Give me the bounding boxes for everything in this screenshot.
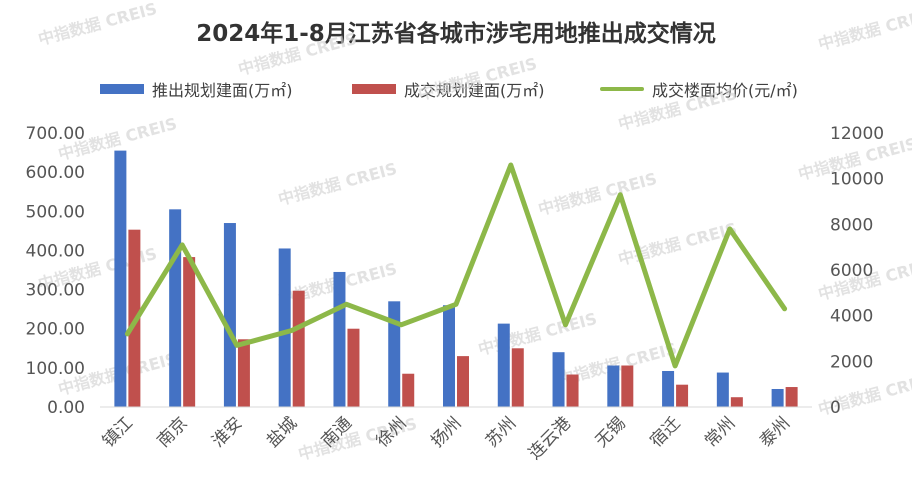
bar-sold (402, 373, 415, 407)
bar-sold (347, 328, 360, 407)
bar-sold (566, 374, 579, 407)
y-left-tick-label: 300.00 (26, 281, 85, 301)
x-tick-label: 镇江 (99, 413, 137, 451)
watermark-text: 中指数据 CREIS (416, 54, 539, 104)
watermark-text: 中指数据 CREIS (536, 169, 659, 219)
watermark-text: 中指数据 CREIS (236, 29, 359, 79)
bar-sold (511, 348, 524, 407)
legend-item-price: 成交楼面均价(元/㎡) (600, 78, 798, 100)
legend-item-sold: 成交规划建面(万㎡) (352, 78, 545, 100)
legend-item-planned: 推出规划建面(万㎡) (100, 78, 293, 100)
legend-swatch-planned (100, 84, 144, 94)
x-tick-label: 淮安 (208, 413, 246, 451)
legend-label-price: 成交楼面均价(元/㎡) (652, 81, 798, 100)
bar-planned (443, 305, 455, 407)
y-axis-right: 0 2000 4000 6000 8000 10000 12000 (830, 124, 884, 418)
bar-planned (771, 388, 784, 407)
bar-planned (388, 301, 401, 407)
chart-title: 2024年1-8月江苏省各城市涉宅用地推出成交情况 (196, 21, 716, 47)
bar-sold (457, 356, 469, 407)
x-tick-label: 宿迁 (646, 413, 684, 451)
y-right-tick-label: 0 (830, 398, 841, 418)
x-axis: 镇江 南京 淮安 盐城 南通 徐州 扬州 苏州 连云港 无锡 宿迁 常州 泰州 (99, 406, 812, 464)
x-tick-label: 连云港 (525, 413, 575, 463)
bar-sold (676, 384, 689, 407)
legend-label-sold: 成交规划建面(万㎡) (404, 81, 545, 100)
y-left-tick-label: 400.00 (26, 241, 85, 261)
x-tick-label: 泰州 (756, 413, 794, 451)
bar-planned (552, 352, 565, 407)
legend-swatch-price (600, 87, 644, 91)
y-left-tick-label: 700.00 (26, 124, 85, 144)
y-left-tick-label: 200.00 (26, 320, 85, 340)
y-right-tick-label: 12000 (830, 124, 884, 144)
legend-label-planned: 推出规划建面(万㎡) (152, 81, 293, 100)
bar-planned (278, 248, 291, 407)
bar-planned (716, 372, 729, 407)
watermark-text: 中指数据 CREIS (36, 0, 159, 49)
x-tick-label: 常州 (701, 413, 739, 451)
watermark-text: 中指数据 CREIS (616, 84, 739, 134)
legend-swatch-sold (352, 84, 396, 94)
y-left-tick-label: 100.00 (26, 359, 85, 379)
line-layer (124, 162, 788, 369)
line-price (124, 162, 788, 369)
x-tick-label: 苏州 (482, 413, 520, 451)
legend: 推出规划建面(万㎡) 成交规划建面(万㎡) 成交楼面均价(元/㎡) (0, 78, 912, 100)
x-tick-label: 无锡 (592, 413, 630, 451)
x-tick-label: 扬州 (427, 413, 465, 451)
bar-planned (662, 370, 675, 407)
bar-planned (114, 150, 127, 407)
bar-planned (223, 223, 236, 407)
bar-planned (169, 209, 182, 407)
y-left-tick-label: 500.00 (26, 202, 85, 222)
watermark-text: 中指数据 CREIS (476, 309, 599, 359)
watermark-text: 中指数据 CREIS (816, 4, 912, 54)
bar-planned (607, 365, 620, 407)
bar-planned (497, 323, 510, 407)
bar-sold (237, 339, 250, 407)
bar-layer (114, 150, 798, 407)
bar-sold (621, 365, 634, 407)
bar-sold (785, 387, 798, 407)
y-right-tick-label: 8000 (830, 215, 873, 235)
bar-sold (183, 257, 196, 407)
y-right-tick-label: 4000 (830, 307, 873, 327)
watermark-text: 中指数据 CREIS (276, 159, 399, 209)
y-right-tick-label: 6000 (830, 261, 873, 281)
bar-sold (730, 397, 743, 407)
x-tick-label: 南京 (154, 413, 192, 451)
bar-sold (292, 290, 305, 407)
y-right-tick-label: 10000 (830, 170, 884, 190)
y-axis-left: 0.00 100.00 200.00 300.00 400.00 500.00 600.00… (26, 124, 85, 418)
y-left-tick-label: 0.00 (47, 398, 85, 418)
y-right-tick-label: 2000 (830, 352, 873, 372)
y-left-tick-label: 600.00 (26, 163, 85, 183)
bar-planned (333, 271, 346, 407)
